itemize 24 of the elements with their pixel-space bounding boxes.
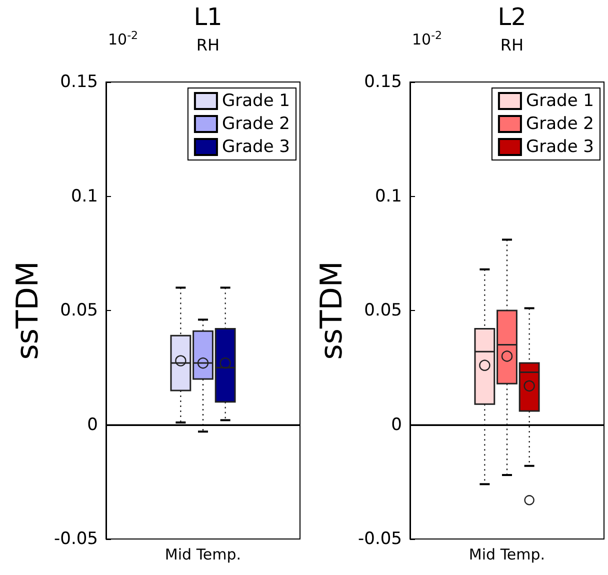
y-tick-label: 0.05 [60,300,98,320]
y-tick-label: 0.1 [70,186,98,206]
chart-subtitle: RH [196,36,220,54]
y-tick-label: 0 [87,414,98,435]
y-tick-label: -0.05 [358,529,402,549]
y-tick-label: 0.15 [60,72,98,92]
chart-subtitle: RH [500,36,524,54]
x-tick-label: Mid Temp. [468,546,546,564]
legend-label: Grade 3 [222,137,290,157]
y-axis-title: ssTDM [10,261,46,360]
legend-label: Grade 1 [222,91,290,111]
y-tick-label: 0.05 [364,300,402,320]
legend-label: Grade 2 [526,114,594,134]
y-tick-label: 0.1 [374,186,402,206]
y-tick-label: 0 [391,414,402,435]
chart-title: L1 [194,3,222,31]
y-axis-title: ssTDM [314,261,350,360]
y-tick-label: -0.05 [54,529,98,549]
y-tick-label: 0.15 [364,72,402,92]
legend-label: Grade 3 [526,137,594,157]
legend-label: Grade 1 [526,91,594,111]
x-tick-label: Mid Temp. [164,546,242,564]
legend-label: Grade 2 [222,114,290,134]
chart-title: L2 [498,3,526,31]
